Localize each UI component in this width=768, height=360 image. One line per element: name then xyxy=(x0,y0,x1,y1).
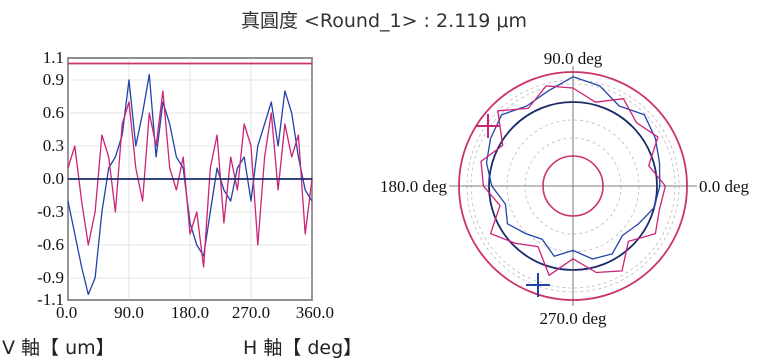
y-tick-label: 0.0 xyxy=(43,169,64,188)
chart-title: 真圓度 <Round_1> : 2.119 μm xyxy=(240,10,528,32)
max-marker-icon xyxy=(476,114,500,138)
x-tick-label: 270.0 xyxy=(232,303,270,322)
y-tick-label: 0.6 xyxy=(43,103,64,122)
polar-series-blue xyxy=(485,76,661,260)
h-axis-caption: H 軸【 deg】 xyxy=(243,337,363,359)
angle-label-180: 180.0 deg xyxy=(380,177,448,196)
y-tick-label: -0.3 xyxy=(37,202,64,221)
x-tick-label: 360.0 xyxy=(296,303,334,322)
series-line-blue xyxy=(67,73,313,296)
angle-label-0: 0.0 deg xyxy=(699,177,750,196)
y-tick-label: -0.6 xyxy=(37,235,64,254)
polar-chart: 90.0 deg 180.0 deg 0.0 deg 270.0 deg xyxy=(380,49,750,328)
y-tick-label: 0.3 xyxy=(43,136,64,155)
min-marker-icon xyxy=(526,273,550,297)
angle-label-90: 90.0 deg xyxy=(544,49,603,68)
y-tick-label: -1.1 xyxy=(37,290,64,309)
y-tick-label: 0.9 xyxy=(43,70,64,89)
v-axis-caption: V 軸【 um】 xyxy=(2,337,115,359)
series-line-magenta xyxy=(67,90,313,268)
angle-label-270: 270.0 deg xyxy=(539,309,607,328)
polar-series-magenta xyxy=(480,85,667,276)
x-tick-label: 180.0 xyxy=(171,303,209,322)
x-tick-label: 0.0 xyxy=(56,303,77,322)
x-tick-label: 90.0 xyxy=(114,303,144,322)
y-tick-label: 1.1 xyxy=(43,48,64,67)
y-tick-label: -0.9 xyxy=(37,268,64,287)
line-chart: 1.10.90.60.30.0-0.3-0.6-0.9-1.10.0 90.0 18… xyxy=(37,48,334,322)
